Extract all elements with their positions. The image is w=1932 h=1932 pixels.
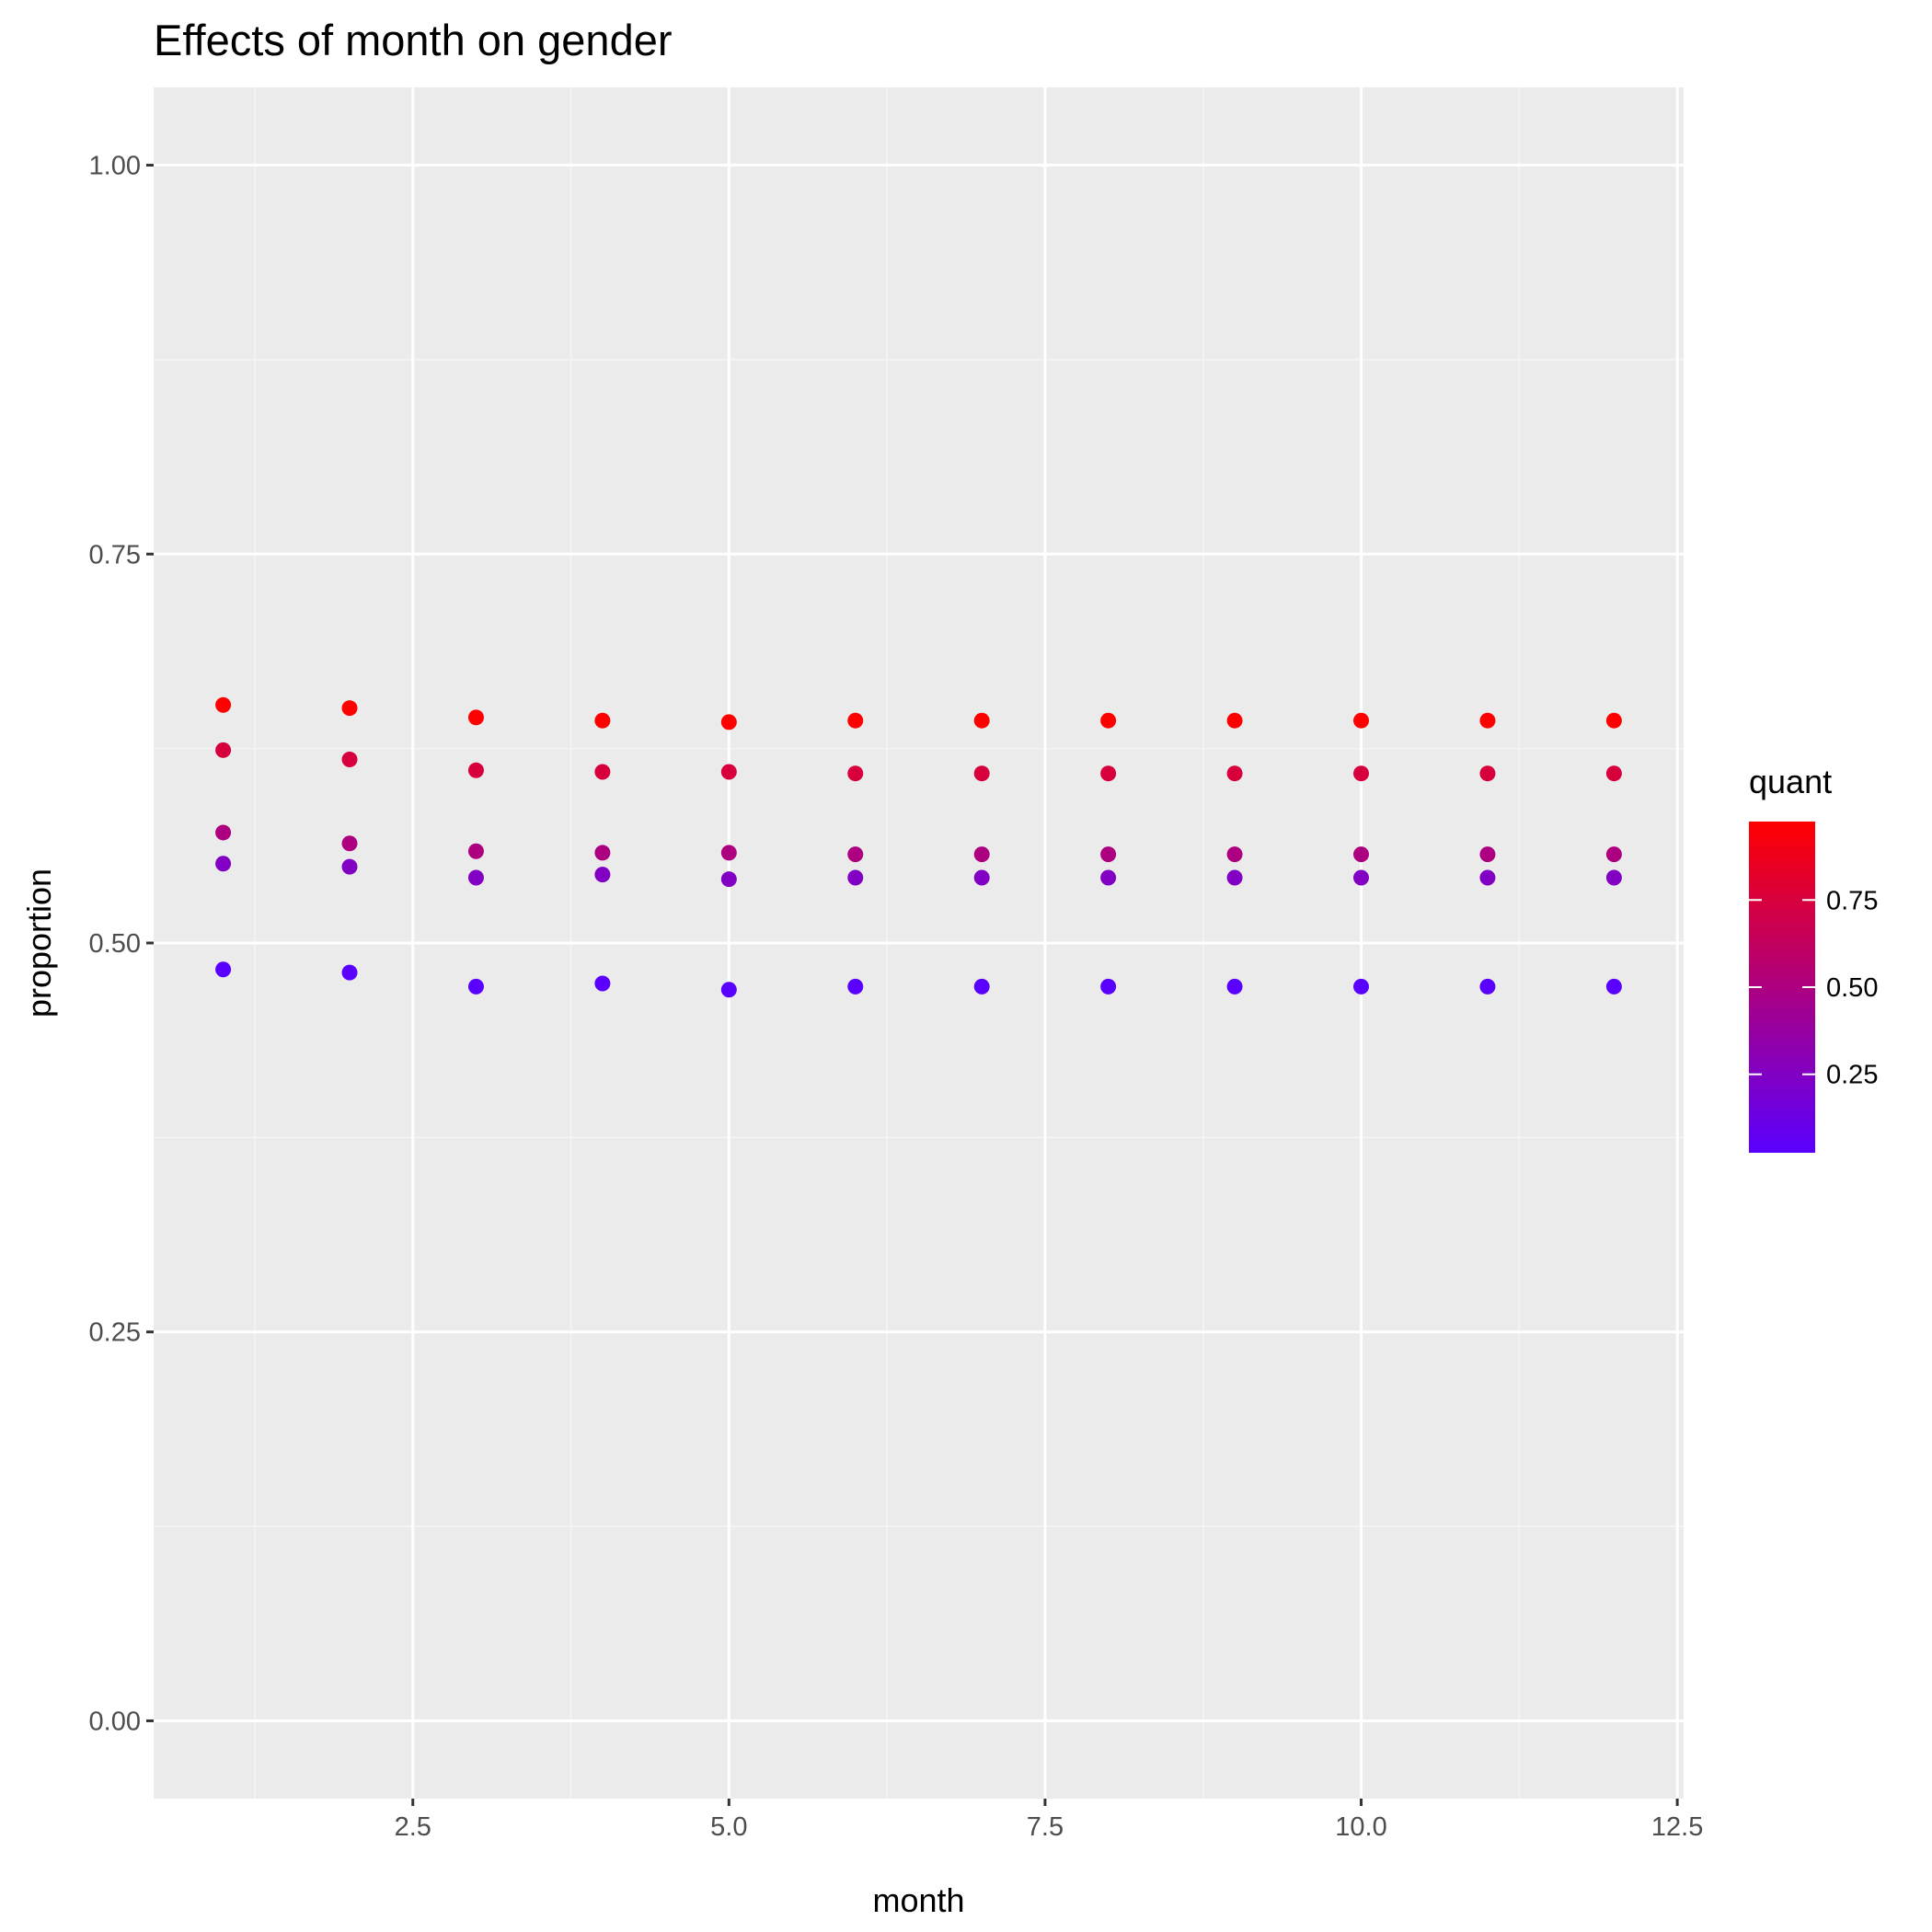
y-tick-label: 0.50 xyxy=(89,929,141,959)
data-point xyxy=(1605,765,1622,782)
y-tick-label: 0.75 xyxy=(89,540,141,569)
y-axis-title: proportion xyxy=(20,868,58,1018)
data-point xyxy=(1353,765,1370,782)
x-tick-label: 7.5 xyxy=(1027,1812,1064,1842)
data-point xyxy=(720,871,737,888)
data-point xyxy=(1100,846,1117,863)
data-point xyxy=(847,712,864,729)
data-point xyxy=(973,846,990,863)
data-point xyxy=(1226,846,1243,863)
data-point xyxy=(467,869,484,886)
data-point xyxy=(1100,869,1117,886)
data-point xyxy=(847,978,864,995)
data-points xyxy=(215,696,1622,998)
data-point xyxy=(1605,869,1622,886)
data-point xyxy=(973,765,990,782)
data-point xyxy=(1226,765,1243,782)
legend-label: 0.50 xyxy=(1826,973,1878,1003)
data-point xyxy=(847,765,864,782)
data-point xyxy=(1226,712,1243,729)
data-point xyxy=(215,742,232,758)
data-point xyxy=(1353,869,1370,886)
data-point xyxy=(973,869,990,886)
data-point xyxy=(215,696,232,713)
data-point xyxy=(467,843,484,859)
data-point xyxy=(1226,869,1243,886)
x-tick-label: 2.5 xyxy=(395,1812,431,1842)
data-point xyxy=(973,712,990,729)
legend-ticks: 0.25 0.50 0.75 xyxy=(1749,886,1878,1090)
x-axis-title: month xyxy=(872,1881,964,1919)
legend-title: quant xyxy=(1749,763,1832,800)
data-point xyxy=(341,964,358,981)
data-point xyxy=(720,982,737,998)
y-tick-label: 0.00 xyxy=(89,1707,141,1736)
legend-label: 0.75 xyxy=(1826,886,1878,915)
y-axis: 0.00 0.25 0.50 0.75 1.00 xyxy=(89,152,154,1736)
data-point xyxy=(594,712,611,729)
data-point xyxy=(720,764,737,780)
data-point xyxy=(1605,846,1622,863)
data-point xyxy=(341,835,358,852)
data-point xyxy=(1479,978,1496,995)
data-point xyxy=(1353,712,1370,729)
data-point xyxy=(341,700,358,717)
data-point xyxy=(215,824,232,841)
data-point xyxy=(1479,765,1496,782)
data-point xyxy=(1353,846,1370,863)
x-tick-label: 10.0 xyxy=(1335,1812,1386,1842)
data-point xyxy=(847,846,864,863)
data-point xyxy=(1479,869,1496,886)
data-point xyxy=(847,869,864,886)
data-point xyxy=(1100,712,1117,729)
data-point xyxy=(341,858,358,875)
data-point xyxy=(594,764,611,780)
y-tick-label: 0.25 xyxy=(89,1318,141,1348)
data-point xyxy=(594,867,611,883)
data-point xyxy=(215,856,232,872)
data-point xyxy=(1100,765,1117,782)
legend-label: 0.25 xyxy=(1826,1061,1878,1090)
chart-title: Effects of month on gender xyxy=(154,16,673,64)
data-point xyxy=(1353,978,1370,995)
data-point xyxy=(973,978,990,995)
y-tick-label: 1.00 xyxy=(89,152,141,181)
legend: quant 0.25 0.50 0.75 xyxy=(1749,763,1878,1153)
x-axis: 2.5 5.0 7.5 10.0 12.5 xyxy=(395,1799,1703,1842)
grid-major xyxy=(154,87,1684,1799)
data-point xyxy=(594,845,611,861)
data-point xyxy=(1605,712,1622,729)
x-tick-label: 5.0 xyxy=(710,1812,747,1842)
data-point xyxy=(720,845,737,861)
data-point xyxy=(720,714,737,730)
data-point xyxy=(1605,978,1622,995)
data-point xyxy=(341,751,358,767)
data-point xyxy=(1479,846,1496,863)
data-point xyxy=(467,762,484,778)
data-point xyxy=(467,709,484,726)
data-point xyxy=(215,961,232,978)
data-point xyxy=(594,975,611,992)
data-point xyxy=(1226,978,1243,995)
data-point xyxy=(467,978,484,995)
data-point xyxy=(1479,712,1496,729)
data-point xyxy=(1100,978,1117,995)
x-tick-label: 12.5 xyxy=(1651,1812,1703,1842)
